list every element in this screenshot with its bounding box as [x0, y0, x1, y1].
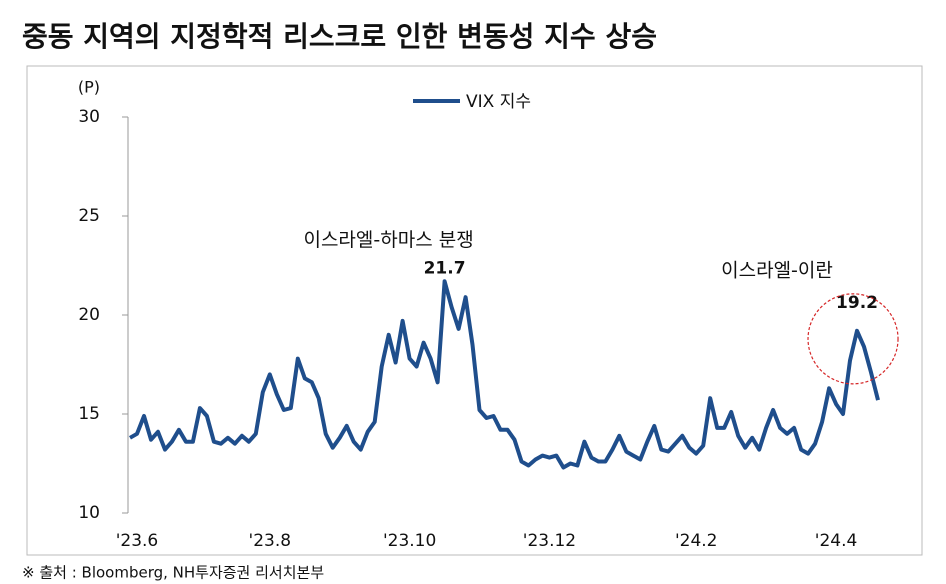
- frame: [26, 65, 923, 556]
- source: ※ 출처 : Bloomberg, NH투자증권 리서치본부: [22, 564, 324, 582]
- y-tick-label: 30: [78, 107, 100, 127]
- annotation: 이스라엘-하마스 분쟁: [303, 229, 473, 251]
- highlight-circle: [807, 293, 899, 385]
- annotation: 이스라엘-이란: [721, 259, 833, 281]
- x-tick-label: '23.6: [116, 531, 159, 551]
- y-tick-label: 15: [78, 404, 100, 424]
- x-tick-label: '23.12: [523, 531, 576, 551]
- data-label: 21.7: [424, 258, 466, 278]
- y-unit: (P): [78, 78, 100, 97]
- x-tick-label: '24.4: [815, 531, 858, 551]
- data-label: 19.2: [836, 293, 878, 313]
- x-tick-label: '23.10: [383, 531, 436, 551]
- series-line: [129, 279, 880, 470]
- y-tick-label: 25: [78, 206, 100, 226]
- x-tick-label: '23.8: [249, 531, 292, 551]
- y-tick-label: 20: [78, 305, 100, 325]
- y-tick-label: 10: [78, 503, 100, 523]
- legend-label: VIX 지수: [466, 92, 531, 112]
- x-tick-label: '24.2: [675, 531, 718, 551]
- chart-title: 중동 지역의 지정학적 리스크로 인한 변동성 지수 상승: [22, 20, 657, 53]
